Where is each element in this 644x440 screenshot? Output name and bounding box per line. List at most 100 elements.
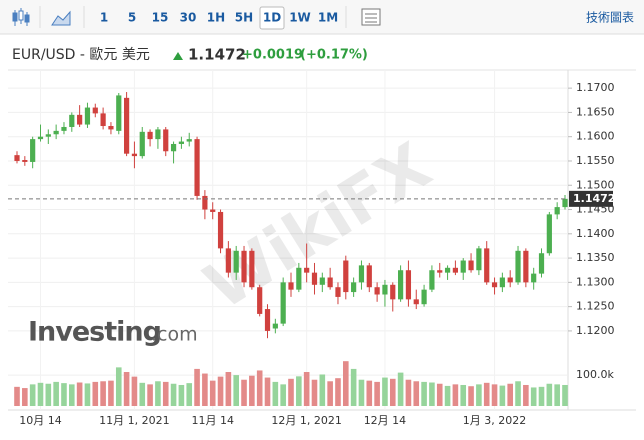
candle-body [476,248,482,271]
volume-bar [405,379,412,406]
volume-bar [530,387,537,406]
candle-body [351,282,357,293]
candle-body [398,270,404,300]
candle-body [170,143,177,152]
volume-bar [296,376,302,406]
candle-body [335,287,341,297]
volume-bar [147,384,153,406]
volume-bar [491,384,498,406]
x-tick-label: 1月 3, 2022 [463,414,526,427]
candle-body [92,107,98,114]
volume-bar [515,381,521,406]
volume-bar [444,385,451,406]
y-tick-label: 1.1500 [576,178,615,191]
candle-body [14,155,20,161]
candle-body [257,287,263,314]
volume-bar [162,381,169,406]
candle-body [124,97,130,154]
volume-bar [241,379,247,406]
interval[interactable]: 1H [207,11,225,25]
candle-body [390,284,396,300]
candle-body [280,282,286,324]
candle-body [61,126,67,131]
candle-body [460,260,466,273]
interval[interactable]: 30 [180,11,197,25]
interval[interactable]: 1M [318,11,338,25]
interval[interactable]: 1D [263,11,281,25]
candle-body [452,267,458,273]
volume-bar [264,377,271,406]
interval[interactable]: 1 [100,11,108,25]
volume-bar [45,383,52,406]
volume-bar [29,384,36,406]
volume-bar [233,375,239,406]
volume-bar [186,383,193,406]
candle-body [358,265,365,283]
volume-bar [562,384,568,406]
interval[interactable]: 1W [289,11,311,25]
volume-bar [76,382,83,406]
candle-body [304,267,310,273]
volume-bar [53,381,59,406]
volume-bar [272,381,279,406]
area-icon[interactable] [51,10,71,26]
volume-bar [303,372,310,406]
candle-body [178,141,184,144]
volume-bar [483,382,490,406]
volume-bar [108,380,114,406]
x-tick-label: 12月 14 [364,414,407,427]
candle-body [554,207,560,215]
volume-bar [554,384,560,406]
candle-body [194,139,200,196]
candle-body [210,209,216,212]
candle-body [327,277,333,288]
volume-bar [429,382,435,406]
candle-body [319,277,325,285]
interval[interactable]: 5H [235,11,253,25]
volume-bar [69,384,75,406]
last-price-box [569,190,613,207]
candle-icon[interactable] [12,8,30,26]
candle-body [562,198,568,208]
candle-body [437,270,443,273]
candle-body [155,129,161,140]
volume-bar [343,361,349,406]
interval[interactable]: 5 [128,11,136,25]
settings-icon[interactable] [361,8,381,26]
volume-bar [397,372,404,406]
technical-chart-link[interactable]: 技術圖表 [586,11,634,25]
candle-body [272,323,278,329]
volume-bar [115,367,122,406]
candle-body [37,136,44,140]
volume-bar [61,383,67,406]
volume-bar [546,383,553,406]
volume-bar [225,372,232,406]
y-tick-label: 1.1300 [576,275,615,288]
volume-bar [100,381,106,406]
candle-body [515,250,521,283]
candle-body [288,282,294,290]
up-arrow [173,52,183,60]
interval-active [259,6,285,30]
candle-body [491,282,498,288]
candle-body [538,253,545,274]
candle-body [163,129,169,152]
candle-body [30,139,36,162]
candle-body [468,260,474,271]
y-tick-label: 1.1650 [576,105,615,118]
candle-body [202,195,208,210]
volume-bar [14,386,20,406]
volume-bar [194,368,200,406]
volume-bar [413,381,420,406]
candle-body [366,265,372,288]
candle-body [77,114,83,125]
candle-body [546,214,552,254]
volume-tick-label: 100.0k [576,368,614,381]
interval[interactable]: 15 [152,11,169,25]
volume-bar [209,380,216,406]
volume-bar [358,379,365,406]
symbol: EUR/USD - 歐元 美元 [12,47,150,63]
volume-bar [366,380,373,406]
toolbar [0,0,644,34]
